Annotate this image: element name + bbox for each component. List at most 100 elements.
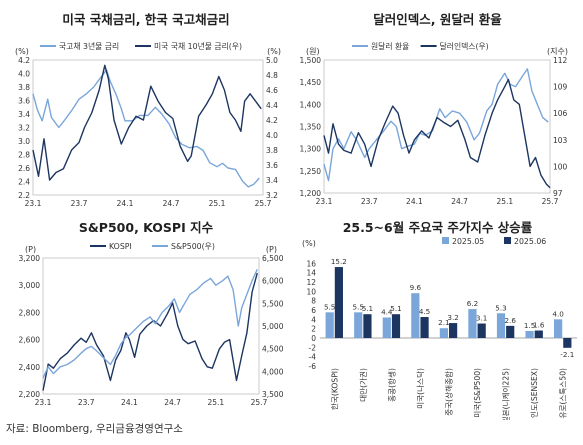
- value-label: 3.1: [476, 314, 487, 323]
- bar-2025.05-1: [354, 312, 363, 338]
- y-left-tick-label: 1,400: [300, 100, 322, 109]
- y-right-tick-label: 100: [553, 162, 568, 171]
- fx-title: 달러인덱스, 원달러 환율: [373, 12, 502, 27]
- y-left-tick-label: 1,450: [300, 78, 322, 87]
- value-label: 15.2: [331, 257, 347, 266]
- y-right-tick-label: 6,500: [262, 254, 284, 263]
- bar-2025.06-2: [391, 314, 401, 338]
- y-left-tick-label: 4.2: [18, 56, 30, 65]
- y-left-tick-label: 1,300: [300, 145, 322, 154]
- legend-label-1: 미국 국채 10년물 금리(우): [154, 41, 242, 51]
- x-tick-label: 23.7: [78, 398, 95, 407]
- bar-2025.05-7: [525, 331, 534, 338]
- y-right-tick-label: 109: [553, 83, 568, 92]
- y-tick-label: 12: [306, 278, 316, 287]
- y-right-tick-label: 103: [553, 136, 568, 145]
- y-left-tick-label: 1,200: [300, 189, 322, 198]
- series-line-1: [42, 269, 258, 379]
- value-label: -2.1: [560, 350, 574, 359]
- x-tick-label: 23.7: [361, 197, 378, 206]
- value-label: 3.2: [447, 313, 458, 322]
- rates-panel: 미국 국채금리, 한국 국고채금리 (%) (%) 2.2 2.4 2.6 2.8 3.0 3…: [0, 0, 292, 214]
- y-left-tick-label: 3.8: [18, 83, 30, 92]
- y-tick-label: -6: [309, 362, 317, 371]
- legend-label-0: 원달러 환율: [371, 41, 409, 51]
- bar-2025.06-5: [477, 323, 486, 338]
- category-label: 미국(나스닥): [415, 368, 425, 409]
- y-left-tick-label: 4.0: [18, 70, 30, 79]
- x-tick-label: 23.7: [71, 199, 88, 208]
- category-label: 홍콩(항셍): [386, 368, 396, 402]
- x-tick-label: 25.7: [251, 398, 268, 407]
- y-left-tick-label: 3,000: [19, 281, 41, 290]
- fx-chart: (원) (지수) 1,200 1,250 1,300 1,350 1,400 1,450 1,5…: [300, 41, 568, 206]
- y-left-tick-label: 1,250: [300, 167, 322, 176]
- y-right-tick-label: 3,500: [262, 390, 284, 399]
- bar-2025.05-4: [439, 328, 448, 338]
- category-label: 유로(스톡스50): [559, 368, 568, 419]
- left-unit-label: (%): [15, 47, 29, 56]
- y-tick-label: 14: [306, 269, 316, 278]
- y-right-tick-label: 3.4: [266, 176, 278, 185]
- value-label: 5.1: [390, 304, 401, 313]
- source-note: 자료: Bloomberg, 우리금융경영연구소: [6, 423, 183, 435]
- y-right-tick-label: 112: [553, 56, 568, 65]
- right-unit-label: (P): [266, 245, 277, 254]
- bar-2025.06-3: [420, 317, 429, 338]
- series-line-0: [32, 69, 260, 188]
- unit-label: (%): [302, 239, 316, 248]
- bar-2025.05-0: [325, 312, 334, 338]
- category-label: 일본(니케이225): [501, 368, 511, 420]
- y-left-tick-label: 3.4: [18, 110, 30, 119]
- x-tick-label: 23.1: [25, 199, 42, 208]
- y-left-tick-label: 2.4: [18, 178, 30, 187]
- value-label: 4.5: [419, 307, 430, 316]
- x-tick-label: 25.7: [255, 199, 272, 208]
- gains-panel: 25.5~6월 주요국 주가지수 상승률 (%) 2025.05 2025.06 -6…: [292, 214, 583, 423]
- x-tick-label: 24.1: [121, 398, 138, 407]
- y-left-tick-label: 2,800: [19, 308, 41, 317]
- category-label: 중국(상해종합): [444, 368, 454, 416]
- y-tick-label: 16: [306, 259, 316, 268]
- value-label: 4.0: [552, 309, 564, 318]
- y-tick-label: 6: [311, 306, 316, 315]
- y-right-tick-label: 4,000: [262, 367, 284, 376]
- y-tick-label: 8: [311, 297, 316, 306]
- y-left-tick-label: 2,200: [19, 390, 41, 399]
- y-right-tick-label: 4.8: [266, 71, 278, 80]
- y-left-tick-label: 1,500: [300, 56, 322, 65]
- value-label: 5.3: [495, 303, 506, 312]
- y-right-tick-label: 3.6: [266, 161, 278, 170]
- y-left-tick-label: 3.6: [18, 97, 30, 106]
- category-label: 대만(가권): [359, 368, 368, 402]
- y-right-tick-label: 4.0: [266, 131, 278, 140]
- fx-panel: 달러인덱스, 원달러 환율 (원) (지수) 1,200 1,250 1,300 1,35…: [292, 0, 583, 214]
- value-label: 1.5: [524, 321, 535, 330]
- value-label: 5.1: [362, 304, 373, 313]
- bar-2025.05-5: [468, 309, 477, 338]
- plot-frame: [323, 59, 551, 194]
- bar-2025.05-8: [554, 319, 563, 338]
- y-left-tick-label: 1,350: [300, 123, 322, 132]
- x-tick-label: 25.7: [542, 197, 559, 206]
- bar-2025.06-4: [449, 323, 458, 338]
- series-line-0: [323, 68, 549, 182]
- value-label: 1.6: [533, 321, 545, 330]
- value-label: 4.4: [381, 307, 393, 316]
- x-tick-label: 25.1: [496, 197, 513, 206]
- x-tick-label: 25.1: [207, 398, 224, 407]
- bar-2025.05-2: [382, 317, 391, 338]
- bar-2025.06-6: [506, 325, 515, 338]
- value-label: 5.5: [353, 302, 364, 311]
- y-right-tick-label: 97: [553, 189, 563, 198]
- y-left-tick-label: 2,400: [19, 363, 41, 372]
- left-unit-label: (원): [306, 47, 320, 56]
- y-right-tick-label: 106: [553, 109, 568, 118]
- y-left-tick-label: 3,200: [19, 254, 41, 263]
- category-label: 인도(SENSEX): [529, 368, 539, 418]
- legend-swatch-0: [442, 237, 449, 244]
- plot-frame: [32, 59, 264, 196]
- y-right-tick-label: 5,000: [262, 322, 284, 331]
- series-line-0: [42, 272, 258, 391]
- bar-2025.06-8: [563, 338, 572, 348]
